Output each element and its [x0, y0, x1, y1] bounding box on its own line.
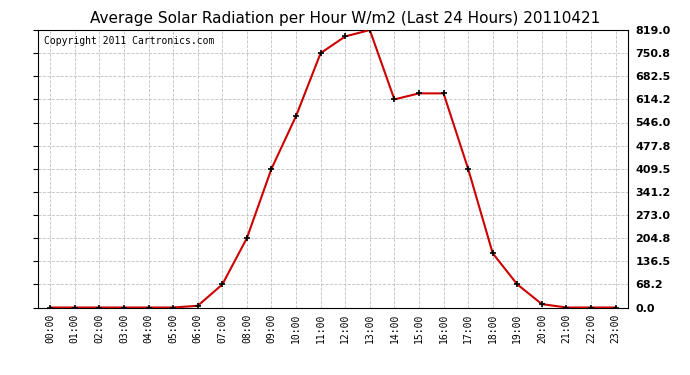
- Text: Average Solar Radiation per Hour W/m2 (Last 24 Hours) 20110421: Average Solar Radiation per Hour W/m2 (L…: [90, 11, 600, 26]
- Text: Copyright 2011 Cartronics.com: Copyright 2011 Cartronics.com: [44, 36, 214, 45]
